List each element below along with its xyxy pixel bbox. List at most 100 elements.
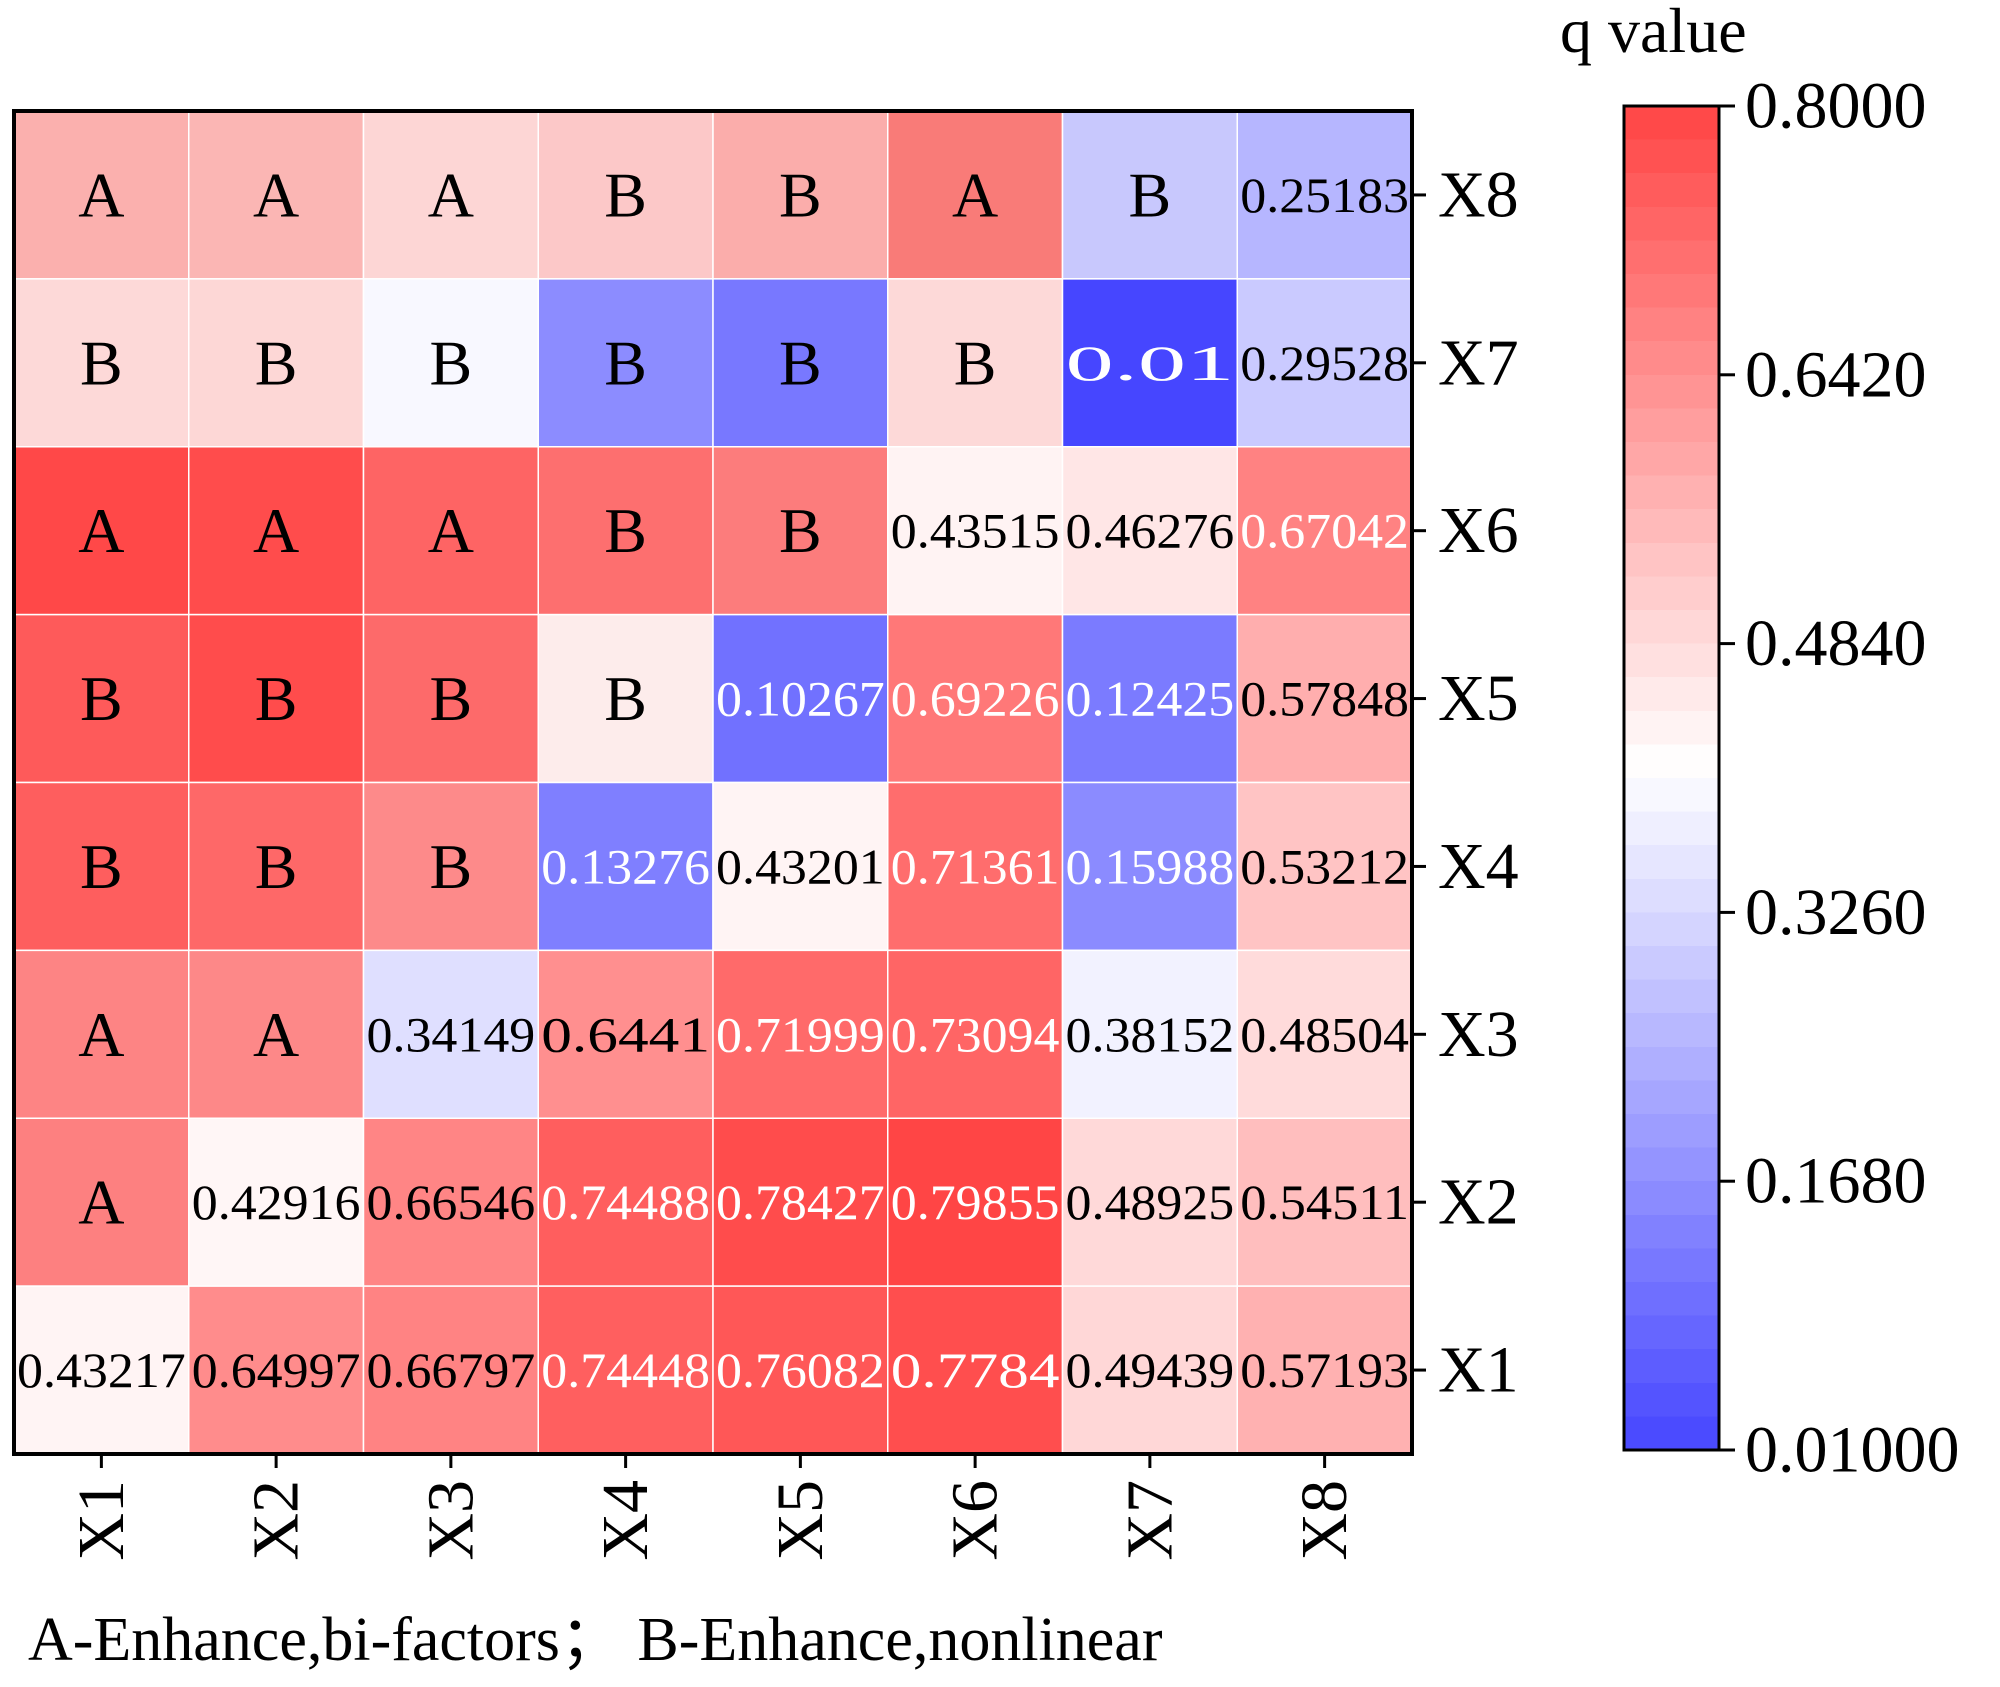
colorbar-tick-label: 0.01000 bbox=[1745, 1414, 1960, 1487]
heatmap-cell bbox=[13, 446, 190, 616]
y-tick-label: X5 bbox=[1438, 662, 1519, 735]
x-tick-label: X3 bbox=[414, 1480, 487, 1561]
heatmap-cell bbox=[887, 1285, 1064, 1455]
cell-label: B bbox=[779, 159, 822, 230]
cell-label: A bbox=[253, 495, 299, 566]
heatmap-cell bbox=[188, 278, 365, 448]
heatmap-cell bbox=[362, 613, 539, 784]
cell-label: 0.57193 bbox=[1240, 1342, 1409, 1398]
heatmap-cell bbox=[887, 278, 1064, 448]
cell-label: 0.42916 bbox=[192, 1174, 361, 1230]
cell-label: 0.74488 bbox=[541, 1174, 710, 1230]
heatmap-cell bbox=[712, 446, 889, 616]
cell-label: 0.29528 bbox=[1240, 335, 1409, 391]
cell-label: A bbox=[78, 1167, 124, 1238]
colorbar-tick-label: 0.4840 bbox=[1745, 607, 1927, 680]
x-tick-label: X7 bbox=[1113, 1480, 1186, 1561]
cell-label: B bbox=[255, 663, 298, 734]
cell-label: B bbox=[430, 327, 473, 398]
heatmap-cell bbox=[712, 1117, 889, 1287]
cell-label: A bbox=[428, 159, 474, 230]
cell-label: 0.38152 bbox=[1066, 1006, 1235, 1062]
legend-note: A-Enhance,bi-factors； B-Enhance,nonlinea… bbox=[28, 1606, 1163, 1674]
cell-label: 0.34149 bbox=[367, 1006, 536, 1062]
cell-label: 0.48925 bbox=[1066, 1174, 1235, 1230]
heatmap-cell bbox=[712, 110, 889, 280]
heatmap-cell bbox=[13, 1117, 190, 1287]
x-tick-label: X5 bbox=[764, 1480, 837, 1561]
heatmap-cell bbox=[712, 949, 889, 1119]
cell-label: 0.66546 bbox=[367, 1174, 536, 1230]
cell-label: A bbox=[253, 159, 299, 230]
cell-label: 0.79855 bbox=[891, 1174, 1060, 1230]
x-axis-labels: X1 X2 X3 X4 X5 X6 X7 X8 bbox=[65, 1454, 1361, 1561]
heatmap-cell bbox=[1236, 781, 1413, 952]
cell-label: B bbox=[255, 327, 298, 398]
heatmap-cell bbox=[1061, 278, 1238, 448]
cell-label: 0.53212 bbox=[1240, 838, 1409, 894]
y-tick-label: X1 bbox=[1438, 1334, 1519, 1407]
cell-label: B bbox=[80, 663, 123, 734]
heatmap-cell bbox=[362, 949, 539, 1119]
cell-label: 0.69226 bbox=[891, 671, 1060, 727]
cell-label: B bbox=[954, 327, 997, 398]
cell-label: A bbox=[952, 159, 998, 230]
heatmap-cell bbox=[1061, 949, 1238, 1119]
cell-label: A bbox=[428, 495, 474, 566]
cell-label: 0.6441 bbox=[541, 1006, 710, 1062]
y-axis-labels: X8 X7 X6 X5 X4 X3 X2 X1 bbox=[1412, 158, 1519, 1407]
cell-label: 0.01 bbox=[1066, 335, 1235, 391]
heatmap-cell bbox=[537, 110, 714, 280]
heatmap-cell bbox=[1061, 781, 1238, 952]
cell-label: B bbox=[430, 663, 473, 734]
y-tick-label: X6 bbox=[1438, 494, 1519, 567]
heatmap-cell bbox=[13, 110, 190, 280]
heatmap-cell bbox=[887, 781, 1064, 952]
cell-label: B bbox=[604, 327, 647, 398]
cell-label: B bbox=[430, 831, 473, 902]
cell-label: 0.64997 bbox=[192, 1342, 361, 1398]
heatmap-cell bbox=[712, 278, 889, 448]
heatmap-cell bbox=[362, 1285, 539, 1455]
y-tick-label: X3 bbox=[1438, 998, 1519, 1071]
cell-label: 0.43217 bbox=[17, 1342, 186, 1398]
heatmap-cell bbox=[362, 781, 539, 952]
heatmap-cell bbox=[887, 949, 1064, 1119]
cell-label: B bbox=[80, 327, 123, 398]
cell-label: 0.57848 bbox=[1240, 671, 1409, 727]
heatmap-cell bbox=[1236, 949, 1413, 1119]
heatmap-cell bbox=[1236, 278, 1413, 448]
x-tick-label: X2 bbox=[240, 1480, 313, 1561]
heatmap-cell bbox=[712, 613, 889, 784]
heatmap-cell bbox=[537, 278, 714, 448]
cell-label: B bbox=[604, 495, 647, 566]
cell-label: A bbox=[78, 159, 124, 230]
cell-label: 0.49439 bbox=[1066, 1342, 1235, 1398]
heatmap-cell bbox=[362, 446, 539, 616]
y-tick-label: X7 bbox=[1438, 326, 1519, 399]
cell-label: A bbox=[253, 999, 299, 1070]
y-tick-label: X2 bbox=[1438, 1166, 1519, 1239]
x-tick-label: X6 bbox=[939, 1480, 1012, 1561]
cell-label: 0.76082 bbox=[716, 1342, 885, 1398]
cell-label: 0.10267 bbox=[716, 671, 885, 727]
heatmap-cell bbox=[887, 1117, 1064, 1287]
cell-label: 0.43515 bbox=[891, 503, 1060, 559]
heatmap-cell bbox=[537, 781, 714, 952]
colorbar-tick-label: 0.1680 bbox=[1745, 1145, 1927, 1218]
heatmap-cell bbox=[188, 110, 365, 280]
heatmap-cell bbox=[887, 446, 1064, 616]
cell-label: 0.15988 bbox=[1066, 838, 1235, 894]
heatmap-cell bbox=[887, 110, 1064, 280]
heatmap-cell bbox=[537, 613, 714, 784]
colorbar-tick-label: 0.6420 bbox=[1745, 338, 1927, 411]
heatmap-cell bbox=[712, 781, 889, 952]
cell-label: B bbox=[1129, 159, 1172, 230]
cell-label: 0.71999 bbox=[716, 1006, 885, 1062]
heatmap-cell bbox=[13, 613, 190, 784]
cell-label: 0.46276 bbox=[1066, 503, 1235, 559]
colorbar bbox=[1622, 104, 1721, 1452]
cell-label: 0.43201 bbox=[716, 838, 885, 894]
x-tick-label: X1 bbox=[65, 1480, 138, 1561]
